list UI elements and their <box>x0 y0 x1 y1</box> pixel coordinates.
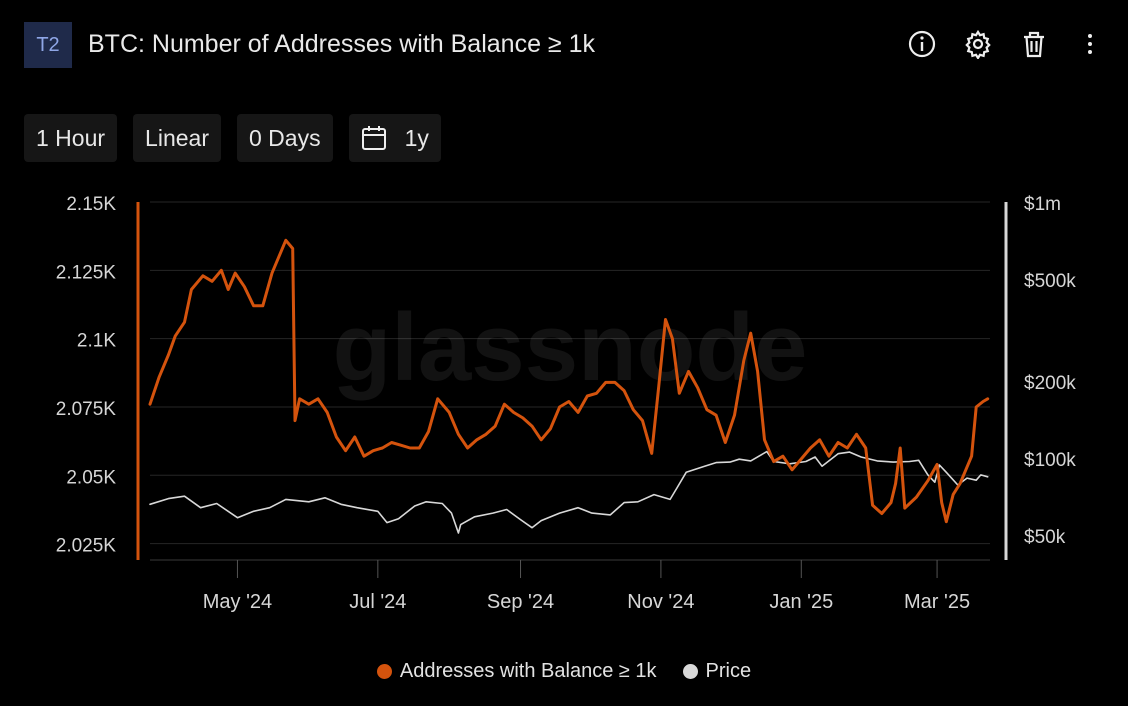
watermark: glassnode <box>333 294 808 401</box>
chart-header: T2 BTC: Number of Addresses with Balance… <box>24 22 1108 70</box>
y-left-tick-label: 2.1K <box>77 331 116 352</box>
x-tick-label: Mar '25 <box>904 591 970 613</box>
chart-title: BTC: Number of Addresses with Balance ≥ … <box>88 30 595 58</box>
x-tick-label: Jul '24 <box>349 591 406 613</box>
y-right-tick-label: $50k <box>1024 527 1066 548</box>
range-button[interactable]: 1y <box>348 114 441 162</box>
series-group <box>148 238 990 534</box>
x-axis: May '24 Jul '24 Sep '24 Nov '24 Jan '25 Mar '… <box>150 559 990 613</box>
more-vertical-icon[interactable] <box>1072 26 1108 62</box>
info-icon[interactable] <box>904 26 940 62</box>
legend-item-price[interactable]: Price <box>682 660 752 683</box>
y-right-tick-label: $1m <box>1024 194 1061 215</box>
range-label: 1y <box>404 124 429 151</box>
legend-swatch-addresses <box>376 664 392 679</box>
legend-label-price: Price <box>705 660 752 682</box>
x-tick-label: Nov '24 <box>627 591 694 613</box>
right-axis: $1m $500k $200k $100k $50k <box>1004 194 1076 560</box>
scale-button[interactable]: Linear <box>133 114 221 162</box>
y-right-tick-label: $100k <box>1024 450 1076 471</box>
y-left-tick-label: 2.075K <box>56 399 117 420</box>
left-axis: 2.15K 2.125K 2.1K 2.075K 2.05K 2.025K <box>56 194 140 560</box>
moving-average-button[interactable]: 0 Days <box>236 114 333 162</box>
addresses-line[interactable] <box>148 238 990 524</box>
y-left-tick-label: 2.05K <box>66 467 116 488</box>
legend-label-addresses: Addresses with Balance ≥ 1k <box>399 660 657 682</box>
x-tick-label: Sep '24 <box>487 591 554 613</box>
x-tick-label: Jan '25 <box>769 591 833 613</box>
resolution-button[interactable]: 1 Hour <box>24 114 118 162</box>
y-left-tick-label: 2.15K <box>66 194 116 215</box>
x-tick-label: May '24 <box>203 591 272 613</box>
legend-item-addresses[interactable]: Addresses with Balance ≥ 1k <box>376 660 657 683</box>
gear-icon[interactable] <box>960 26 996 62</box>
y-right-tick-label: $500k <box>1024 271 1076 292</box>
y-left-tick-label: 2.025K <box>56 536 117 557</box>
price-line[interactable] <box>149 450 989 534</box>
chart-area[interactable]: glassnode 2.15K 2.125K 2.1K 2.075K 2.05K 2.02… <box>0 180 1128 620</box>
grid-lines <box>150 201 990 545</box>
header-actions <box>904 26 1108 62</box>
tier-badge: T2 <box>24 22 72 68</box>
chart-toolbar: 1 Hour Linear 0 Days 1y <box>24 114 441 162</box>
trash-icon[interactable] <box>1016 26 1052 62</box>
y-right-tick-label: $200k <box>1024 373 1076 394</box>
calendar-icon <box>361 126 386 150</box>
y-left-tick-label: 2.125K <box>56 262 117 283</box>
legend: Addresses with Balance ≥ 1k Price <box>0 660 1128 683</box>
legend-swatch-price <box>682 664 698 679</box>
